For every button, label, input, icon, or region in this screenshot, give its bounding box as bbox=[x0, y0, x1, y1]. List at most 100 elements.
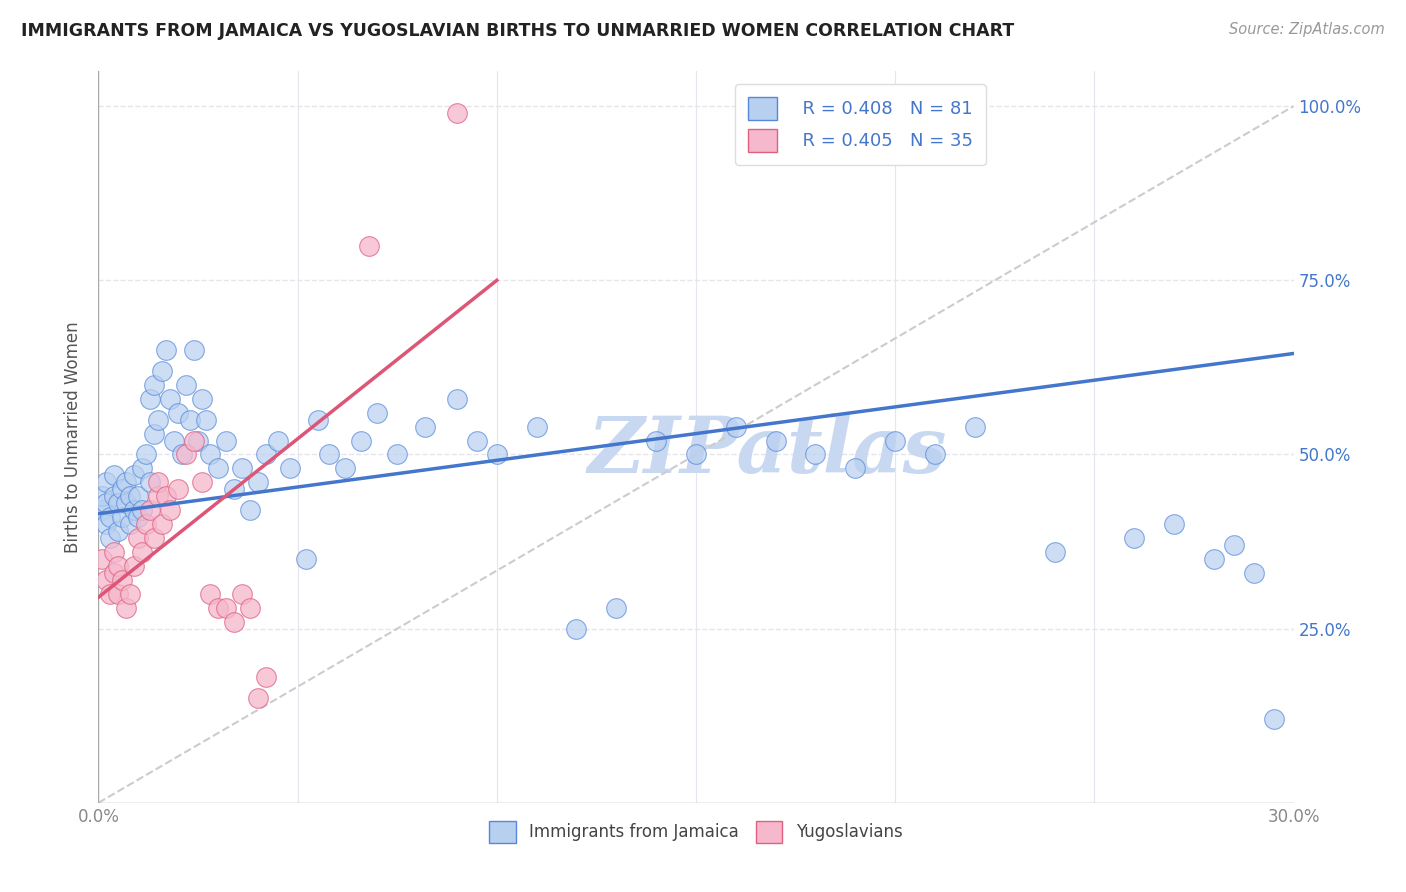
Point bbox=[91, 489, 114, 503]
Point bbox=[804, 448, 827, 462]
Point bbox=[135, 448, 157, 462]
Point bbox=[195, 412, 218, 426]
Point bbox=[183, 343, 205, 357]
Point bbox=[127, 531, 149, 545]
Point bbox=[163, 434, 186, 448]
Point bbox=[167, 406, 190, 420]
Point bbox=[135, 517, 157, 532]
Point bbox=[187, 434, 209, 448]
Point bbox=[231, 587, 253, 601]
Point bbox=[139, 392, 162, 406]
Point bbox=[246, 691, 269, 706]
Point bbox=[215, 434, 238, 448]
Point bbox=[127, 489, 149, 503]
Point bbox=[124, 558, 146, 573]
Point bbox=[207, 600, 229, 615]
Point bbox=[207, 461, 229, 475]
Point bbox=[359, 238, 381, 252]
Point bbox=[139, 475, 162, 490]
Point bbox=[98, 587, 122, 601]
Y-axis label: Births to Unmarried Women: Births to Unmarried Women bbox=[65, 321, 83, 553]
Point bbox=[307, 412, 329, 426]
Text: IMMIGRANTS FROM JAMAICA VS YUGOSLAVIAN BIRTHS TO UNMARRIED WOMEN CORRELATION CHA: IMMIGRANTS FROM JAMAICA VS YUGOSLAVIAN B… bbox=[21, 22, 1014, 40]
Point bbox=[191, 392, 214, 406]
Point bbox=[1043, 545, 1066, 559]
Point bbox=[111, 483, 134, 497]
Point bbox=[174, 448, 197, 462]
Point bbox=[103, 566, 125, 580]
Point bbox=[1123, 531, 1146, 545]
Point bbox=[131, 545, 153, 559]
Point bbox=[267, 434, 290, 448]
Point bbox=[115, 475, 138, 490]
Point bbox=[765, 434, 787, 448]
Point bbox=[239, 600, 262, 615]
Point bbox=[120, 489, 142, 503]
Point bbox=[131, 461, 153, 475]
Text: Source: ZipAtlas.com: Source: ZipAtlas.com bbox=[1229, 22, 1385, 37]
Point bbox=[107, 558, 129, 573]
Point bbox=[254, 670, 277, 684]
Point bbox=[685, 448, 707, 462]
Point bbox=[350, 434, 373, 448]
Point bbox=[143, 426, 166, 441]
Point bbox=[91, 552, 114, 566]
Point bbox=[884, 434, 907, 448]
Point bbox=[645, 434, 668, 448]
Point bbox=[1163, 517, 1185, 532]
Point bbox=[115, 600, 138, 615]
Point bbox=[294, 552, 316, 566]
Point bbox=[1243, 566, 1265, 580]
Point bbox=[198, 448, 221, 462]
Point bbox=[115, 496, 138, 510]
Point bbox=[335, 461, 357, 475]
Point bbox=[565, 622, 588, 636]
Point bbox=[143, 377, 166, 392]
Point bbox=[107, 496, 129, 510]
Point bbox=[231, 461, 253, 475]
Point bbox=[246, 475, 269, 490]
Point bbox=[278, 461, 301, 475]
Point bbox=[366, 406, 388, 420]
Point bbox=[446, 106, 468, 120]
Point bbox=[485, 448, 508, 462]
Point bbox=[222, 483, 245, 497]
Point bbox=[103, 545, 125, 559]
Point bbox=[103, 489, 125, 503]
Point bbox=[96, 517, 118, 532]
Point bbox=[107, 587, 129, 601]
Point bbox=[844, 461, 866, 475]
Point bbox=[924, 448, 946, 462]
Point bbox=[465, 434, 488, 448]
Point bbox=[143, 531, 166, 545]
Point bbox=[98, 510, 122, 524]
Point bbox=[96, 573, 118, 587]
Point bbox=[159, 503, 181, 517]
Point bbox=[120, 517, 142, 532]
Point bbox=[98, 531, 122, 545]
Point bbox=[239, 503, 262, 517]
Point bbox=[1223, 538, 1246, 552]
Point bbox=[139, 503, 162, 517]
Point bbox=[174, 377, 197, 392]
Point bbox=[167, 483, 190, 497]
Point bbox=[148, 489, 170, 503]
Point bbox=[1202, 552, 1225, 566]
Point bbox=[124, 503, 146, 517]
Point bbox=[111, 510, 134, 524]
Point bbox=[385, 448, 409, 462]
Point bbox=[111, 573, 134, 587]
Point bbox=[131, 503, 153, 517]
Point bbox=[318, 448, 340, 462]
Point bbox=[724, 419, 747, 434]
Point bbox=[215, 600, 238, 615]
Point bbox=[103, 468, 125, 483]
Point bbox=[1263, 712, 1285, 726]
Point bbox=[191, 475, 214, 490]
Point bbox=[148, 412, 170, 426]
Point bbox=[605, 600, 627, 615]
Point bbox=[124, 468, 146, 483]
Point bbox=[413, 419, 436, 434]
Point bbox=[179, 412, 201, 426]
Point bbox=[96, 496, 118, 510]
